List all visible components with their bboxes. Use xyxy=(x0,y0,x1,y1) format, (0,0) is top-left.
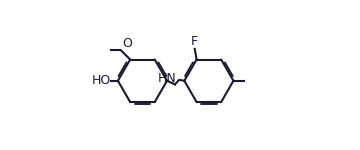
Text: HO: HO xyxy=(91,74,111,87)
Text: F: F xyxy=(191,35,198,48)
Text: HN: HN xyxy=(158,72,176,85)
Text: O: O xyxy=(122,37,132,50)
